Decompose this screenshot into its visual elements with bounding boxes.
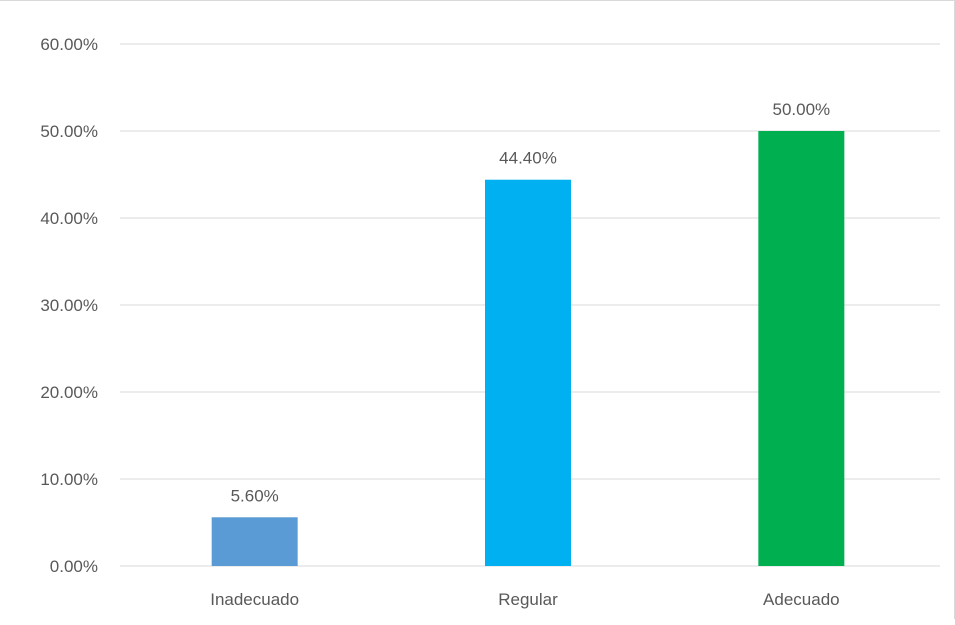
data-label: 50.00% (772, 100, 830, 119)
x-category-label: Inadecuado (210, 590, 299, 609)
bar-adecuado (758, 131, 845, 566)
bar-regular (485, 179, 571, 566)
x-category-label: Adecuado (763, 590, 840, 609)
data-label: 5.60% (231, 486, 279, 505)
bar-inadecuado (211, 517, 298, 566)
data-label: 44.40% (499, 149, 557, 168)
y-tick-label: 60.00% (40, 35, 98, 54)
y-tick-label: 50.00% (40, 122, 98, 141)
y-tick-label: 30.00% (40, 296, 98, 315)
y-axis-ticks: 0.00% 10.00% 20.00% 30.00% 40.00% 50.00% 60.00… (40, 35, 98, 576)
bars (211, 131, 845, 566)
y-tick-label: 20.00% (40, 383, 98, 402)
y-tick-label: 0.00% (50, 557, 98, 576)
y-tick-label: 40.00% (40, 209, 98, 228)
x-category-label: Regular (498, 590, 558, 609)
y-tick-label: 10.00% (40, 470, 98, 489)
data-labels: 5.60% 44.40% 50.00% (231, 100, 831, 505)
category-labels: Inadecuado Regular Adecuado (210, 590, 839, 609)
